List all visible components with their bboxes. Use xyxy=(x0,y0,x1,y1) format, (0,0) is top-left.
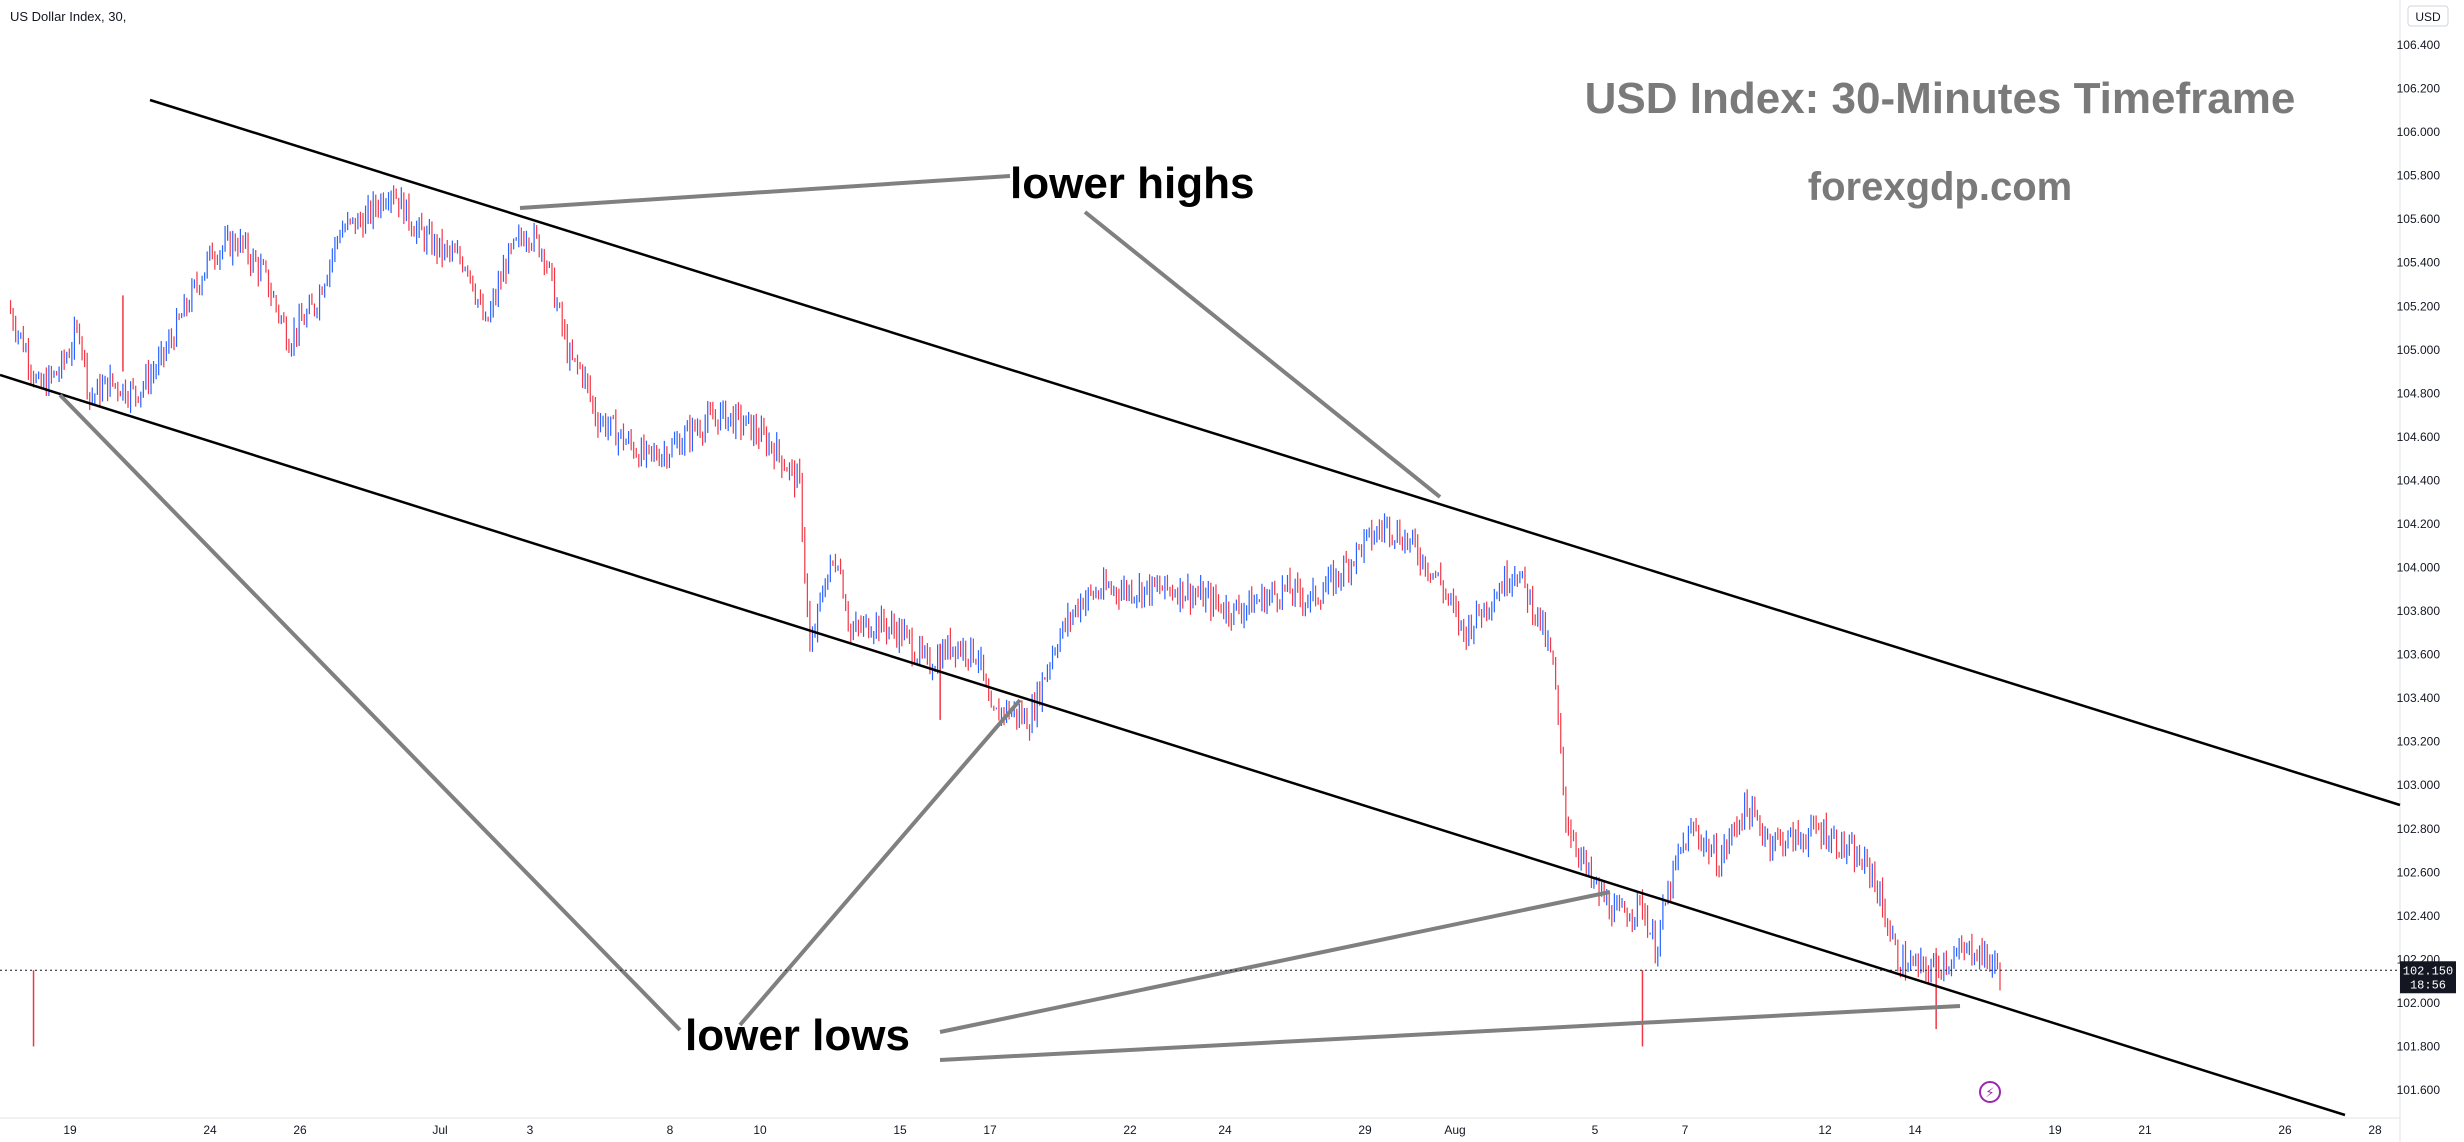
date-tick-label: 7 xyxy=(1682,1123,1689,1137)
price-tick-label: 106.200 xyxy=(2397,82,2441,96)
date-tick-label: 17 xyxy=(983,1123,997,1137)
date-tick-label: 19 xyxy=(2048,1123,2062,1137)
annotation-pointers xyxy=(58,174,1961,1062)
date-tick-label: 5 xyxy=(1592,1123,1599,1137)
price-tick-label: 102.600 xyxy=(2397,865,2441,879)
last-price-value: 102.150 xyxy=(2403,964,2453,978)
date-tick-label: Aug xyxy=(1444,1123,1465,1137)
price-tick-label: 106.000 xyxy=(2397,125,2441,139)
price-tick-label: 105.600 xyxy=(2397,212,2441,226)
date-tick-label: 19 xyxy=(63,1123,77,1137)
date-tick-label: 24 xyxy=(1218,1123,1232,1137)
annotation-pointer xyxy=(1083,210,1442,499)
price-tick-label: 105.000 xyxy=(2397,343,2441,357)
date-tick-label: Jul xyxy=(432,1123,447,1137)
price-tick-label: 103.200 xyxy=(2397,735,2441,749)
time-axis[interactable]: 19 24 26 Jul 3 8 10 15 17 22 24 29 Aug 5 7 12 14 19 21 26 28 xyxy=(63,1123,2382,1137)
price-tick-label: 105.400 xyxy=(2397,256,2441,270)
lightning-icon[interactable]: ⚡ xyxy=(1985,1086,1994,1101)
price-tick-label: 101.800 xyxy=(2397,1039,2441,1053)
date-tick-label: 26 xyxy=(293,1123,307,1137)
price-tick-label: 104.000 xyxy=(2397,561,2441,575)
candles xyxy=(9,185,2001,1047)
symbol-title: US Dollar Index, 30, xyxy=(10,9,126,24)
annotation-pointer xyxy=(738,698,1022,1027)
channel-upper-line[interactable] xyxy=(149,98,2401,807)
annotation-pointer xyxy=(519,174,1011,210)
watermark-site: forexgdp.com xyxy=(1808,165,2072,209)
price-tick-label: 103.600 xyxy=(2397,648,2441,662)
price-tick-label: 104.400 xyxy=(2397,473,2441,487)
price-tick-label: 102.400 xyxy=(2397,909,2441,923)
price-tick-label: 103.000 xyxy=(2397,778,2441,792)
price-tick-label: 101.600 xyxy=(2397,1083,2441,1097)
price-tick-label: 103.400 xyxy=(2397,691,2441,705)
price-tick-label: 104.600 xyxy=(2397,430,2441,444)
currency-badge[interactable] xyxy=(2407,5,2449,27)
date-tick-label: 21 xyxy=(2138,1123,2152,1137)
date-tick-label: 15 xyxy=(893,1123,907,1137)
lower-lows-label: lower lows xyxy=(685,1011,910,1060)
date-tick-label: 14 xyxy=(1908,1123,1922,1137)
date-tick-label: 28 xyxy=(2368,1123,2382,1137)
lower-highs-label: lower highs xyxy=(1010,159,1254,208)
watermark-title: USD Index: 30-Minutes Timeframe xyxy=(1585,74,2296,123)
date-tick-label: 3 xyxy=(527,1123,534,1137)
last-price-tag: 102.150 18:56 xyxy=(2400,961,2456,994)
price-tick-label: 106.400 xyxy=(2397,38,2441,52)
date-tick-label: 22 xyxy=(1123,1123,1137,1137)
annotation-pointer xyxy=(939,890,1611,1034)
price-tick-label: 105.200 xyxy=(2397,299,2441,313)
price-tick-label: 103.800 xyxy=(2397,604,2441,618)
price-tick-label: 105.800 xyxy=(2397,169,2441,183)
price-tick-label: 104.800 xyxy=(2397,386,2441,400)
price-axis[interactable]: 106.400 106.200 106.000 105.800 105.600 105.4… xyxy=(2397,38,2441,1097)
date-tick-label: 26 xyxy=(2278,1123,2292,1137)
price-tick-label: 104.200 xyxy=(2397,517,2441,531)
annotation-pointer xyxy=(58,393,682,1032)
date-tick-label: 10 xyxy=(753,1123,767,1137)
date-tick-label: 8 xyxy=(667,1123,674,1137)
currency-label: USD xyxy=(2415,10,2441,24)
annotation-pointer xyxy=(939,1004,1961,1062)
price-tick-label: 102.800 xyxy=(2397,822,2441,836)
channel-lower-line[interactable] xyxy=(0,373,2346,1117)
price-tick-label: 102.000 xyxy=(2397,996,2441,1010)
date-tick-label: 29 xyxy=(1358,1123,1372,1137)
lightning-icon-circle[interactable] xyxy=(1979,1081,2001,1103)
date-tick-label: 12 xyxy=(1818,1123,1832,1137)
last-price-tag-bg xyxy=(2400,961,2456,994)
last-price-countdown: 18:56 xyxy=(2410,978,2446,992)
date-tick-label: 24 xyxy=(203,1123,217,1137)
